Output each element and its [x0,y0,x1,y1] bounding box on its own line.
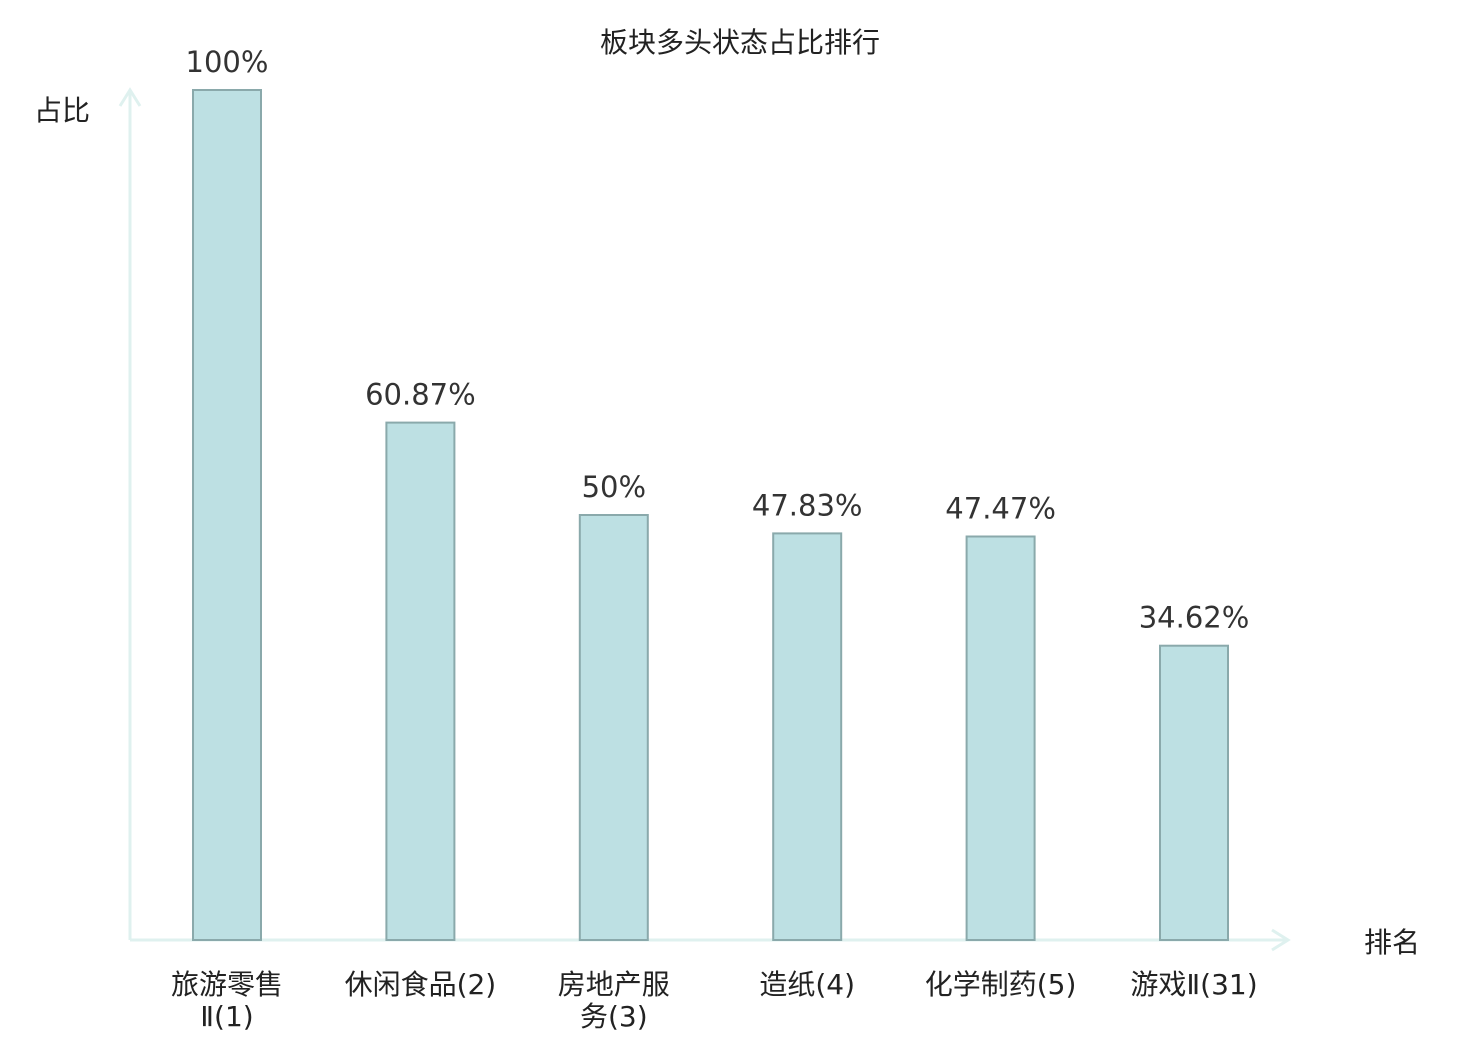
bar-value-label: 47.83% [752,488,863,522]
x-axis-arrow [1271,928,1291,952]
category-label-line: 旅游零售 [171,968,283,1001]
y-axis-label: 占比 [34,94,90,127]
bar-value-label: 100% [186,45,269,79]
bar [965,535,1036,941]
category-label-line: 休闲食品(2) [345,968,497,1001]
chart-title: 板块多头状态占比排行 [600,26,880,59]
category-label-line: 房地产服 [558,968,670,1001]
category-label-line: 游戏Ⅱ(31) [1130,968,1257,1001]
category-label: 游戏Ⅱ(31) [1130,968,1257,1001]
bar-value-label: 60.87% [365,378,476,412]
category-label-line: 化学制药(5) [925,968,1077,1001]
category-label-line: Ⅱ(1) [200,1000,253,1033]
category-labels-group: 旅游零售 Ⅱ(1) 休闲食品(2) 房地产服务(3) 造纸(4) 化学制药(5) 游戏Ⅱ(3… [171,968,1258,1033]
x-axis-label: 排名 [1364,926,1420,959]
bar [578,514,649,941]
bar-value-label: 50% [582,470,646,504]
category-label: 休闲食品(2) [345,968,497,1001]
category-label: 旅游零售 Ⅱ(1) [171,968,283,1033]
category-label: 造纸(4) [759,968,855,1001]
category-label: 化学制药(5) [925,968,1077,1001]
bar [385,421,456,942]
value-labels-group: 100% 60.87% 50% 47.83% 47.47% 34.62% [186,45,1250,635]
bar [772,532,843,942]
category-label-line: 造纸(4) [759,968,855,1001]
bar [1159,644,1229,941]
category-label-line: 务(3) [580,1000,648,1033]
bar-value-label: 47.47% [945,492,1056,526]
y-axis-arrow [118,87,142,107]
bar-value-label: 34.62% [1139,601,1250,635]
bar [192,89,262,941]
category-label: 房地产服务(3) [558,968,670,1033]
bars-group [192,89,1229,942]
axes [118,87,1291,952]
